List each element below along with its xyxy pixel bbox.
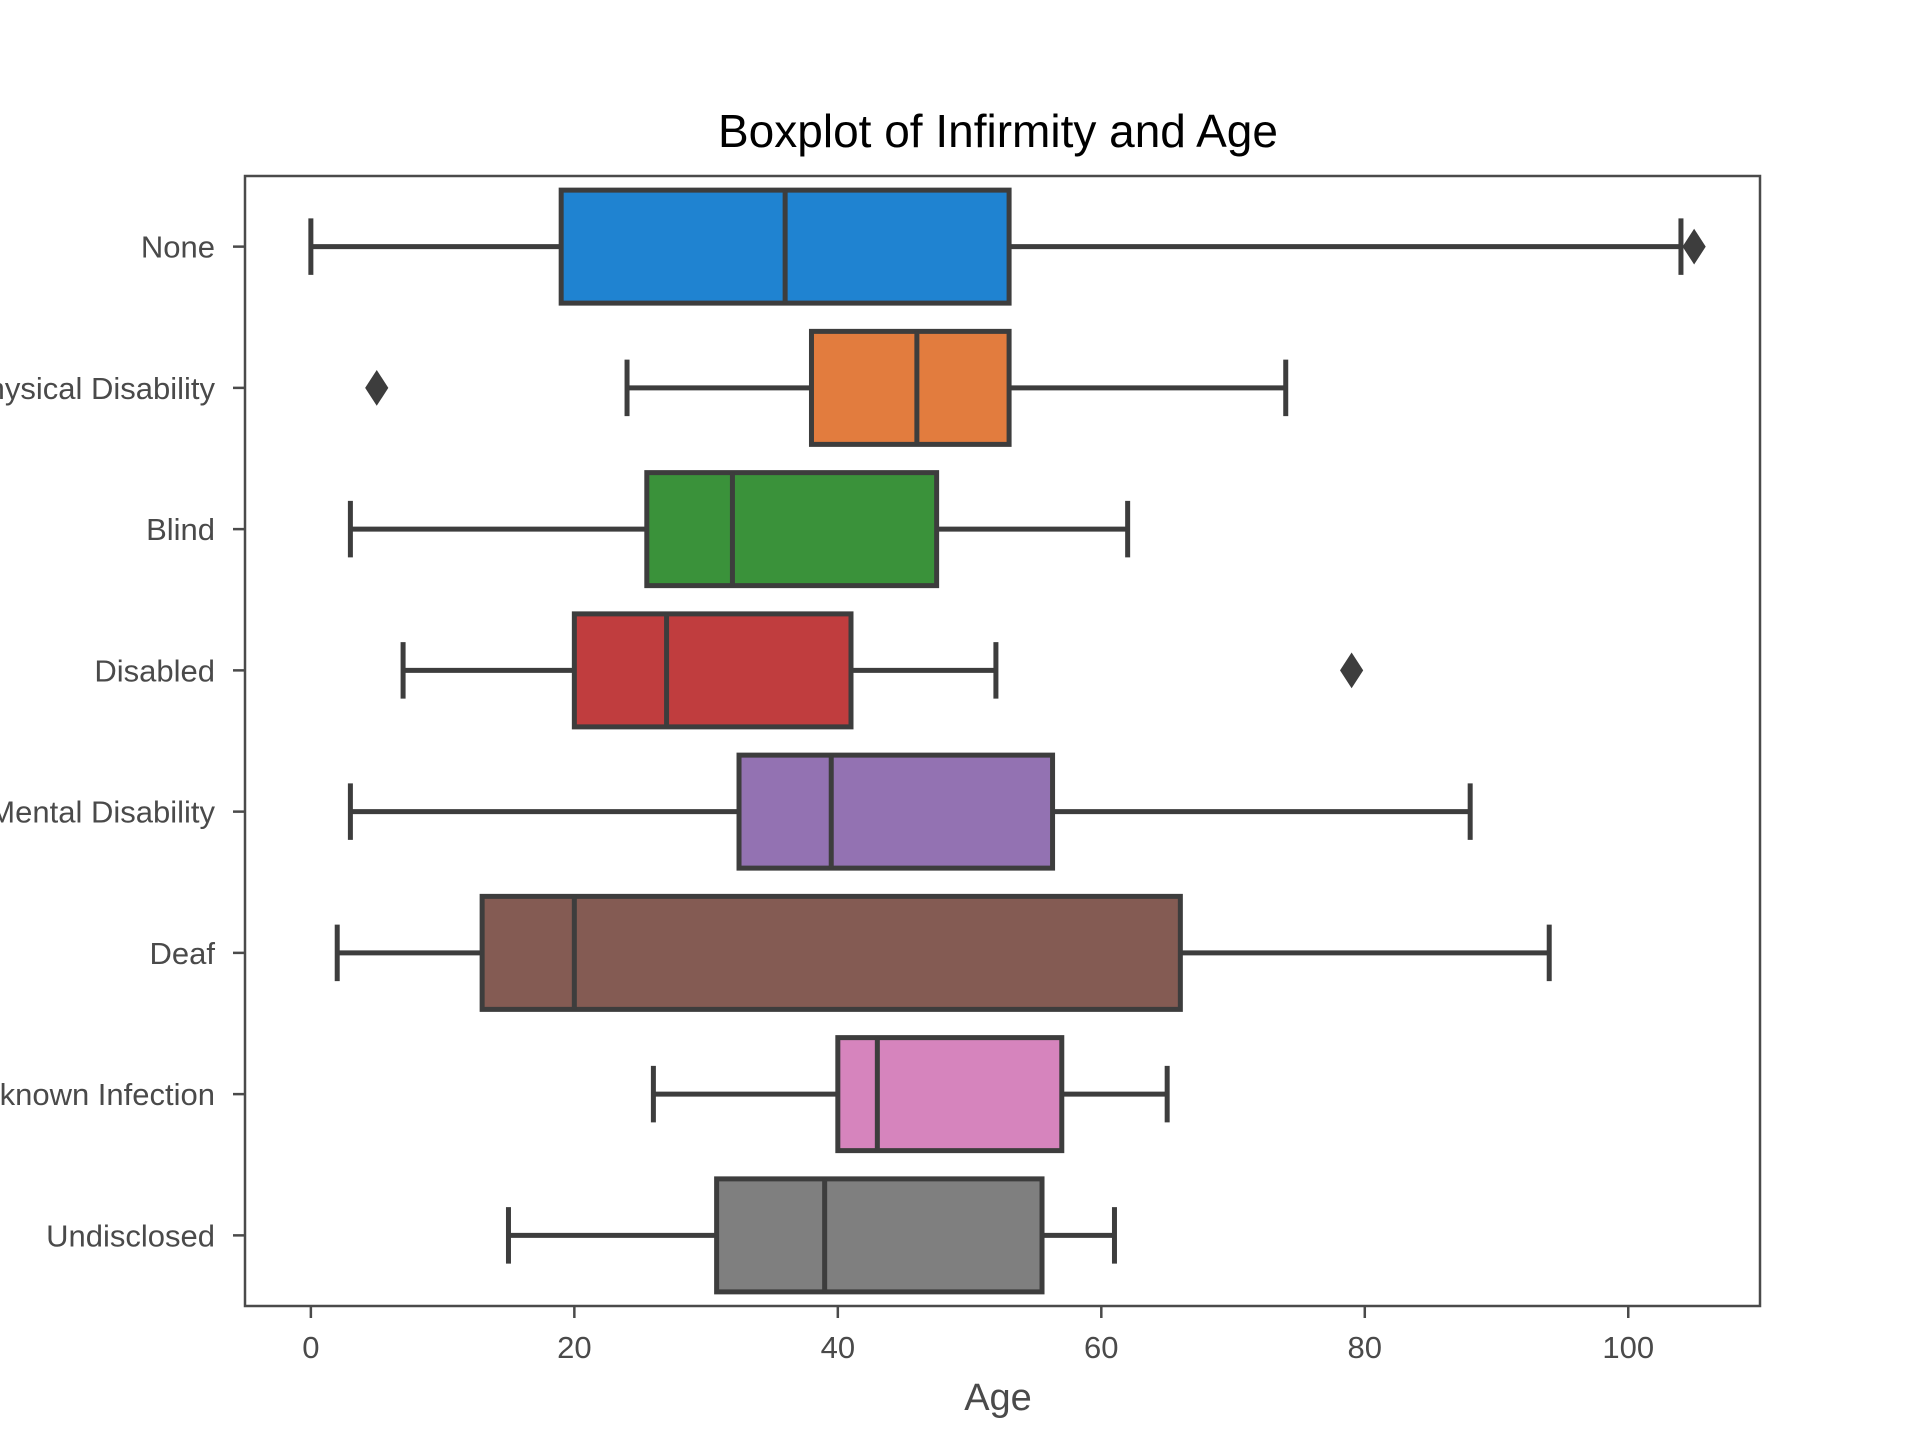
box-group-unknown-infection [650, 1035, 1170, 1154]
x-tick-label-0: 0 [302, 1330, 319, 1365]
x-tick-label-80: 80 [1348, 1330, 1382, 1365]
y-tick-label-deaf: Deaf [150, 936, 216, 971]
box-disabled [571, 611, 854, 730]
y-tick-label-physical-disability: Physical Disability [0, 371, 215, 406]
box-blind [644, 470, 940, 589]
outlier-disabled-0 [1340, 652, 1364, 689]
x-tick-label-100: 100 [1602, 1330, 1654, 1365]
y-tick-label-blind: Blind [146, 512, 215, 547]
outlier-none-0 [1682, 228, 1706, 265]
x-axis-label: Age [964, 1377, 1032, 1419]
x-tick-label-60: 60 [1084, 1330, 1118, 1365]
box-group-mental-disability [347, 752, 1473, 871]
chart-title: Boxplot of Infirmity and Age [718, 105, 1278, 157]
y-tick-label-disabled: Disabled [94, 653, 215, 688]
y-tick-label-undisclosed: Undisclosed [46, 1218, 215, 1253]
y-tick-label-mental-disability: Mental Disability [0, 795, 215, 830]
x-tick-label-40: 40 [821, 1330, 855, 1365]
box-deaf [479, 893, 1183, 1012]
y-tick-label-unknown-infection: Unknown Infection [0, 1077, 215, 1112]
outlier-physical-disability-0 [365, 369, 389, 406]
box-undisclosed [714, 1176, 1045, 1295]
y-tick-label-none: None [141, 230, 215, 265]
plot-frame [243, 174, 1762, 1308]
box-group-undisclosed [505, 1176, 1117, 1295]
plot-area: 0 20 40 60 80 100 None Physical Disability Blind… [0, 174, 1762, 1365]
box-group-disabled [400, 611, 1364, 730]
x-tick-label-20: 20 [557, 1330, 591, 1365]
box-mental-disability [736, 752, 1056, 871]
box-unknown-infection [835, 1035, 1065, 1154]
box-physical-disability [808, 328, 1012, 447]
box-group-deaf [334, 893, 1552, 1012]
box-group-blind [347, 470, 1131, 589]
box-group-physical-disability [365, 328, 1289, 447]
box-group-none [308, 187, 1706, 306]
